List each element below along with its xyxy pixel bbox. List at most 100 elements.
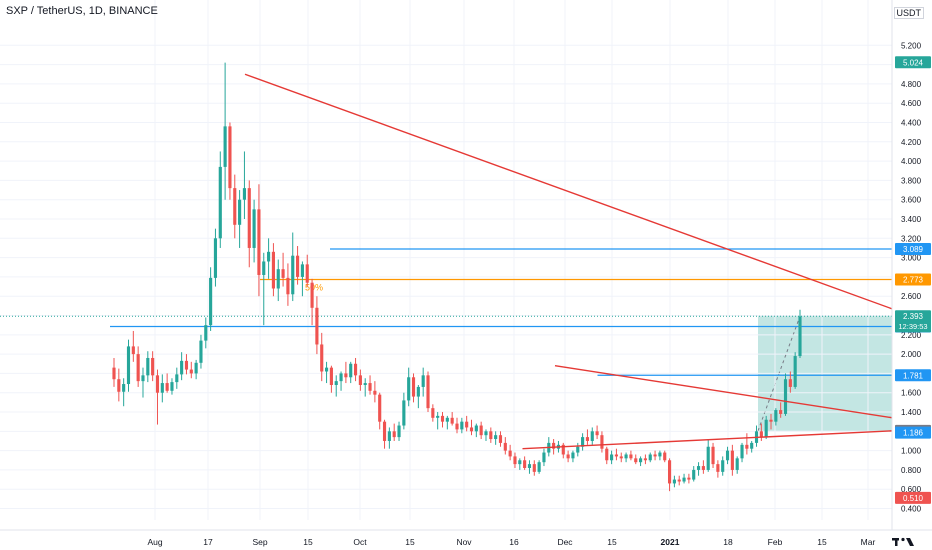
candle-body bbox=[252, 209, 256, 248]
candle bbox=[484, 429, 488, 441]
candle bbox=[774, 408, 778, 426]
candle bbox=[310, 278, 314, 326]
y-tick-label: 0.800 bbox=[901, 466, 922, 475]
candle-body bbox=[320, 344, 324, 372]
candle bbox=[474, 423, 478, 438]
candle-body bbox=[126, 346, 131, 385]
candle-body bbox=[460, 421, 464, 430]
candle-body bbox=[672, 479, 676, 484]
candle-body bbox=[199, 340, 203, 363]
candle-body bbox=[750, 442, 754, 449]
candle bbox=[479, 421, 483, 440]
candle bbox=[155, 369, 160, 425]
candle bbox=[677, 475, 681, 486]
candle-body bbox=[407, 377, 411, 401]
candle bbox=[392, 423, 396, 441]
candle bbox=[610, 450, 614, 465]
candle-body bbox=[189, 369, 193, 374]
x-tick-label: 15 bbox=[817, 537, 827, 547]
x-tick-label: 2021 bbox=[661, 537, 680, 547]
candle-body bbox=[595, 431, 599, 436]
candle bbox=[324, 361, 329, 384]
x-tick-label: Feb bbox=[768, 537, 783, 547]
candle-body bbox=[629, 454, 633, 459]
symbol-title[interactable]: SXP / TetherUS, 1D, BINANCE bbox=[6, 5, 158, 17]
candle bbox=[590, 427, 594, 445]
candle bbox=[542, 448, 546, 467]
y-tick-label: 0.600 bbox=[901, 485, 922, 494]
candle-body bbox=[489, 431, 493, 440]
candle-body bbox=[281, 269, 285, 278]
candle bbox=[368, 375, 372, 395]
candle-body bbox=[160, 383, 164, 393]
candle-body bbox=[155, 375, 160, 393]
candle-body bbox=[479, 425, 483, 436]
candle-body bbox=[788, 379, 792, 387]
candle bbox=[112, 357, 116, 387]
candle bbox=[194, 359, 198, 380]
price-tag-text: 5.024 bbox=[903, 58, 924, 67]
candle-body bbox=[643, 458, 647, 461]
candle-body bbox=[527, 464, 532, 468]
candle bbox=[262, 252, 266, 326]
candle-body bbox=[305, 264, 309, 283]
candle-body bbox=[353, 363, 358, 376]
candle-body bbox=[455, 423, 459, 430]
candle bbox=[566, 450, 570, 463]
candle bbox=[498, 431, 503, 447]
candle-body bbox=[648, 454, 652, 461]
candle bbox=[513, 452, 517, 468]
current-price-value: 2.393 bbox=[903, 312, 924, 321]
currency-label[interactable]: USDT bbox=[893, 7, 924, 19]
x-tick-label: 15 bbox=[607, 537, 617, 547]
candle-body bbox=[209, 277, 213, 326]
candle-body bbox=[363, 383, 367, 385]
candle bbox=[387, 427, 391, 449]
candle-body bbox=[387, 431, 391, 441]
candle bbox=[624, 452, 628, 463]
candle bbox=[445, 415, 449, 430]
candle-body bbox=[324, 367, 329, 372]
candle bbox=[218, 151, 222, 248]
horizontal-levels: 50% bbox=[0, 248, 932, 434]
candle bbox=[508, 444, 512, 461]
x-tick-label: Nov bbox=[456, 537, 472, 547]
candle-body bbox=[745, 444, 749, 449]
candle bbox=[619, 452, 623, 463]
candle-body bbox=[450, 417, 454, 424]
candle bbox=[122, 378, 126, 407]
trend-line bbox=[244, 73, 932, 325]
candle bbox=[320, 332, 324, 382]
candle-body bbox=[426, 375, 430, 409]
candle-body bbox=[663, 452, 667, 461]
candle-body bbox=[494, 435, 498, 440]
candle bbox=[725, 446, 730, 465]
candle bbox=[382, 419, 387, 449]
x-tick-label: 15 bbox=[405, 537, 415, 547]
candle-body bbox=[339, 373, 343, 382]
candle bbox=[769, 413, 773, 430]
candle-body bbox=[725, 450, 730, 461]
candle-body bbox=[233, 188, 237, 225]
candle-body bbox=[614, 454, 618, 457]
candle-body bbox=[774, 410, 778, 422]
x-tick-label: Sep bbox=[252, 537, 267, 547]
candle-body bbox=[764, 419, 768, 438]
candle-body bbox=[692, 469, 696, 480]
candle bbox=[170, 378, 174, 395]
candles bbox=[112, 62, 802, 492]
candle bbox=[276, 259, 280, 302]
candle-body bbox=[716, 464, 720, 472]
y-tick-label: 2.200 bbox=[901, 331, 922, 340]
candle-body bbox=[238, 199, 242, 225]
candle bbox=[296, 246, 300, 285]
candle bbox=[281, 252, 285, 287]
candle bbox=[503, 437, 507, 455]
candle bbox=[585, 429, 590, 445]
candle-body bbox=[122, 384, 126, 392]
candle-body bbox=[769, 419, 773, 422]
price-tag-text: 1.186 bbox=[903, 429, 924, 438]
candle bbox=[349, 361, 353, 384]
candle bbox=[750, 440, 754, 453]
